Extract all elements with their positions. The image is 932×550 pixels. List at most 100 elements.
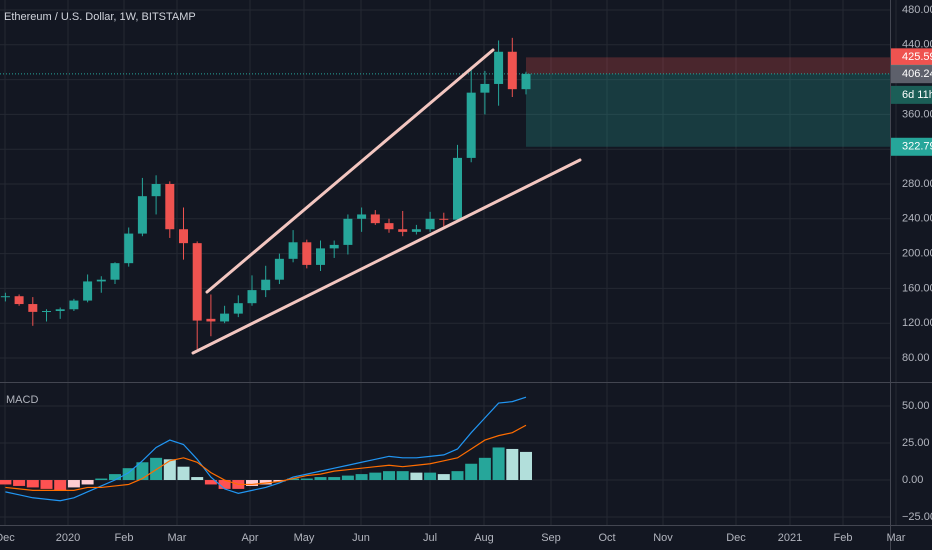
x-tick-label: Jul: [423, 532, 437, 544]
candle-body: [316, 248, 325, 265]
histogram-bar: [109, 474, 121, 481]
candle-body: [165, 183, 175, 230]
candle-body: [411, 229, 421, 232]
candle-body: [466, 92, 476, 158]
histogram-bar: [191, 477, 204, 481]
macd-line: [5, 424, 527, 491]
stop-price-label-bg: [891, 48, 932, 67]
candle-body: [370, 214, 380, 224]
candle-body: [233, 303, 243, 314]
candle-body: [220, 313, 230, 322]
candle-body: [453, 157, 462, 220]
candle-body: [179, 229, 188, 244]
histogram-bar: [26, 480, 39, 488]
candle-body: [398, 229, 408, 232]
candle-body: [110, 263, 120, 280]
y-tick-label: 50.00: [902, 400, 930, 412]
candle-body: [494, 51, 504, 84]
histogram-bar: [410, 472, 423, 481]
histogram-bar: [369, 472, 382, 481]
x-tick-label: May: [294, 532, 315, 544]
histogram-bar: [122, 468, 135, 481]
y-tick-label: 280.00: [902, 178, 932, 190]
x-tick-label: Sep: [541, 532, 561, 544]
histogram-bar: [177, 466, 190, 481]
y-tick-label: −25.00: [902, 511, 932, 523]
countdown-label: 6d 11h: [902, 89, 932, 101]
histogram-bar: [163, 459, 176, 481]
macd-line: [5, 396, 527, 502]
histogram-bar: [246, 480, 258, 486]
histogram-bar: [150, 457, 163, 481]
y-tick-label: 480.00: [902, 4, 932, 16]
candle-body: [384, 223, 394, 230]
countdown-label-bg: [891, 85, 932, 104]
histogram-bar: [259, 480, 272, 485]
candle-body: [28, 304, 38, 312]
y-tick-label: 0.00: [902, 474, 923, 486]
stop-price-label: 425.59: [902, 51, 932, 63]
histogram-bar: [218, 480, 231, 489]
histogram-bar: [506, 448, 519, 481]
candle-body: [42, 311, 51, 313]
histogram-bar: [465, 463, 478, 481]
x-tick-label: Dec: [0, 532, 15, 544]
candle-body: [14, 296, 24, 305]
y-tick-label: 120.00: [902, 317, 932, 329]
histogram-bar: [396, 471, 409, 481]
candle-body: [425, 218, 435, 230]
plot: [0, 37, 890, 502]
candle-body: [192, 243, 202, 321]
x-tick-label: 2020: [56, 532, 80, 544]
candle-body: [521, 73, 531, 90]
candle-body: [124, 233, 134, 264]
x-tick-label: Mar: [168, 532, 187, 544]
histogram-bar: [204, 480, 217, 485]
bid-price-label-bg: [891, 65, 932, 84]
histogram-bar: [300, 478, 313, 481]
histogram-bar: [437, 474, 450, 481]
histogram-bar: [0, 480, 12, 485]
axes: Dec 2020 Feb Mar Apr May Jun Jul Aug Sep Oct Nov Dec…: [0, 4, 932, 544]
candle-body: [151, 183, 161, 197]
y-tick-label: 80.00: [902, 352, 930, 364]
histogram-bar: [314, 477, 327, 481]
y-tick-label: 200.00: [902, 247, 932, 259]
x-tick-label: Feb: [834, 532, 853, 544]
candle-body: [343, 218, 353, 245]
trend-line-upper: [205, 48, 495, 294]
y-tick-label: 240.00: [902, 213, 932, 225]
candle-body: [261, 279, 271, 291]
x-tick-label: Feb: [115, 532, 134, 544]
candle-body: [439, 218, 449, 220]
histogram-bar: [67, 480, 80, 488]
histogram-bar: [424, 472, 437, 481]
candle-body: [69, 300, 79, 310]
histogram-bar: [451, 471, 464, 481]
candle-body: [55, 309, 65, 312]
target-price-label: 322.79: [902, 141, 932, 153]
candle-body: [96, 279, 106, 282]
chart-title: Ethereum / U.S. Dollar, 1W, BITSTAMP: [4, 11, 196, 23]
x-tick-label: Nov: [653, 532, 673, 544]
candle-body: [302, 242, 312, 265]
histogram-bar: [54, 480, 67, 491]
histogram-bar: [136, 462, 149, 481]
histogram-bar: [383, 471, 395, 481]
histogram-bar: [40, 480, 53, 489]
histogram-bar: [478, 457, 491, 481]
position-target-zone: [526, 73, 890, 147]
histogram-bar: [492, 447, 505, 481]
candle-body: [0, 296, 10, 298]
y-tick-label: 360.00: [902, 108, 932, 120]
x-tick-label: Jun: [352, 532, 370, 544]
candle-body: [83, 281, 93, 301]
bid-price-label: 406.24: [902, 68, 932, 80]
y-tick-label: 160.00: [902, 282, 932, 294]
x-tick-label: Dec: [726, 532, 746, 544]
trend-line-lower: [191, 158, 582, 355]
histogram-bar: [13, 480, 26, 486]
candle-body: [507, 51, 517, 90]
